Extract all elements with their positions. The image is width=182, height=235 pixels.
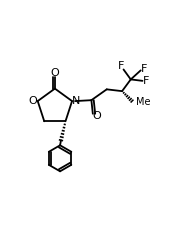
Text: F: F xyxy=(141,64,147,74)
Text: Me: Me xyxy=(136,97,151,107)
Text: O: O xyxy=(92,110,101,121)
Text: O: O xyxy=(28,96,37,106)
Text: O: O xyxy=(50,68,59,78)
Text: F: F xyxy=(143,76,150,86)
Text: F: F xyxy=(117,61,124,71)
Text: N: N xyxy=(72,96,80,106)
